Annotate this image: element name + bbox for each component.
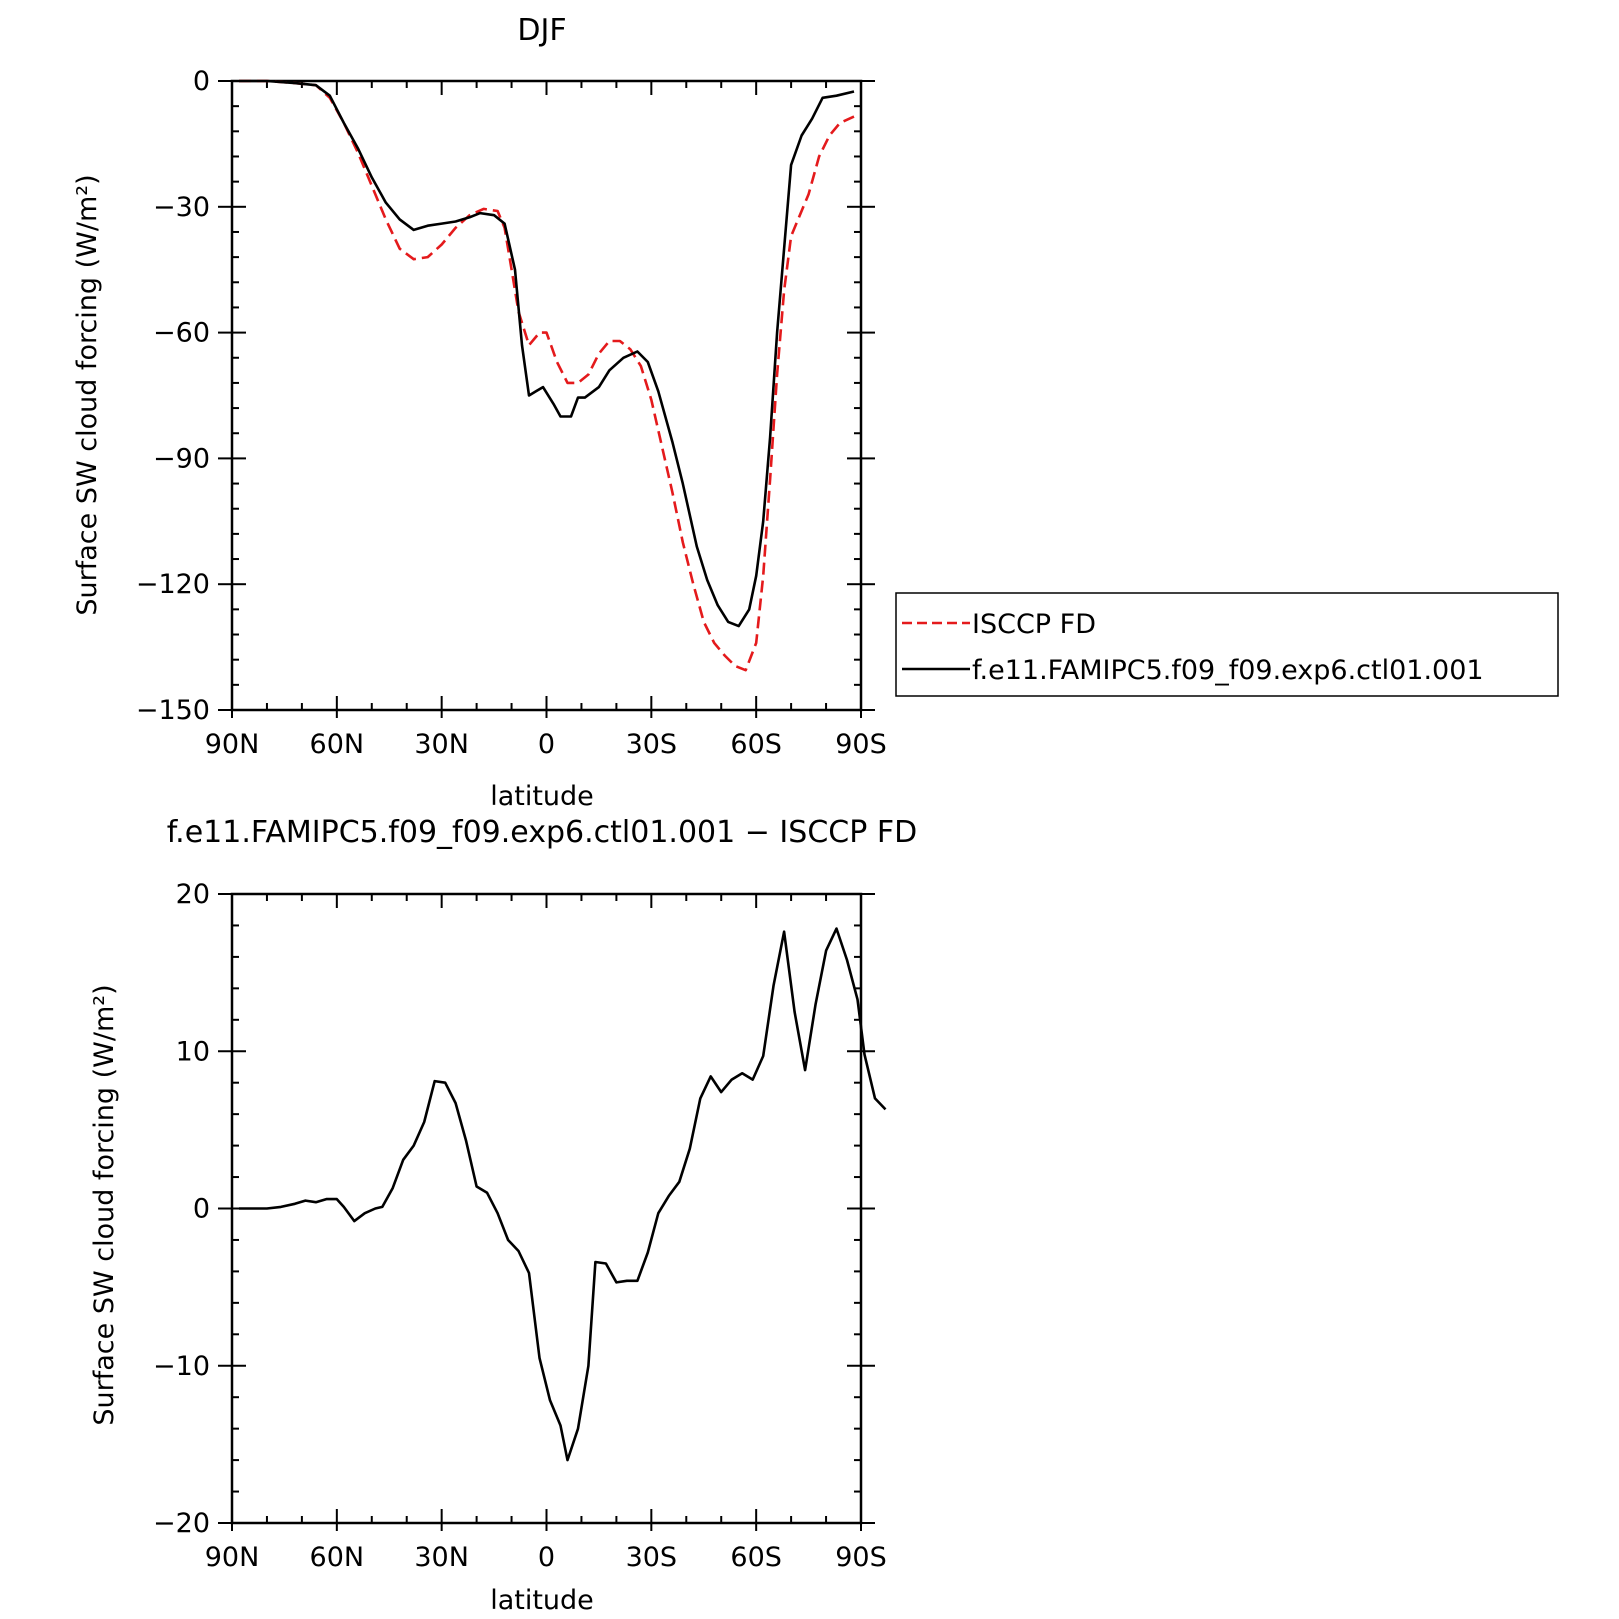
top-y-axis-label: Surface SW cloud forcing (W/m²) xyxy=(72,174,103,615)
bottom-y-tick-label: 10 xyxy=(176,1036,210,1067)
legend: ISCCP FD f.e11.FAMIPC5.f09_f09.exp6.ctl0… xyxy=(895,592,1559,697)
top-x-tick-label: 60S xyxy=(730,729,782,760)
legend-label-isccp: ISCCP FD xyxy=(972,609,1096,640)
bottom-y-tick-label: −10 xyxy=(153,1351,210,1382)
top-panel: DJF 90N 60N 30N 0 30S 60S 90S 0 −30 −60 −90 −120 −15… xyxy=(72,13,1559,812)
bottom-plot-area: 90N 60N 30N 0 30S 60S 90S 20 10 0 −10 −20 xyxy=(153,879,887,1573)
top-series-line-0 xyxy=(239,79,855,672)
top-y-tick-label: −150 xyxy=(136,695,210,726)
top-y-tick-label: −30 xyxy=(153,192,210,223)
bottom-x-tick-label: 90N xyxy=(205,1542,260,1573)
bottom-y-axis-label: Surface SW cloud forcing (W/m²) xyxy=(89,984,120,1425)
top-series-line-1 xyxy=(239,79,855,628)
top-y-tick-label: −120 xyxy=(136,569,210,600)
top-x-tick-label: 30S xyxy=(626,729,678,760)
bottom-y-tick-label: −20 xyxy=(153,1508,210,1539)
bottom-x-tick-label: 60N xyxy=(310,1542,365,1573)
top-chart-title: DJF xyxy=(517,13,566,48)
top-frame xyxy=(230,79,863,712)
top-x-tick-label: 90S xyxy=(835,729,887,760)
top-plot-area: 90N 60N 30N 0 30S 60S 90S 0 −30 −60 −90 −120 −150 xyxy=(136,66,887,760)
top-x-tick-label: 30N xyxy=(414,729,469,760)
bottom-series-line-0 xyxy=(239,927,887,1462)
bottom-y-tick-label: 20 xyxy=(176,879,210,910)
top-x-tick-label: 0 xyxy=(538,729,555,760)
top-y-tick-label: 0 xyxy=(193,66,210,97)
bottom-x-tick-label: 30S xyxy=(626,1542,678,1573)
bottom-y-tick-label: 0 xyxy=(193,1194,210,1225)
bottom-x-tick-label: 60S xyxy=(730,1542,782,1573)
bottom-x-tick-label: 90S xyxy=(835,1542,887,1573)
top-x-tick-label: 90N xyxy=(205,729,260,760)
bottom-chart-title: f.e11.FAMIPC5.f09_f09.exp6.ctl01.001 − I… xyxy=(167,815,917,850)
bottom-x-tick-label: 0 xyxy=(538,1542,555,1573)
top-y-tick-label: −90 xyxy=(153,443,210,474)
bottom-x-axis-label: latitude xyxy=(490,1585,594,1616)
top-x-axis-label: latitude xyxy=(490,781,594,812)
legend-box xyxy=(895,592,1559,697)
top-x-tick-label: 60N xyxy=(310,729,365,760)
top-y-tick-label: −60 xyxy=(153,318,210,349)
bottom-frame xyxy=(230,892,863,1525)
bottom-panel: f.e11.FAMIPC5.f09_f09.exp6.ctl01.001 − I… xyxy=(89,815,917,1616)
legend-label-model: f.e11.FAMIPC5.f09_f09.exp6.ctl01.001 xyxy=(972,655,1484,686)
bottom-x-tick-label: 30N xyxy=(414,1542,469,1573)
